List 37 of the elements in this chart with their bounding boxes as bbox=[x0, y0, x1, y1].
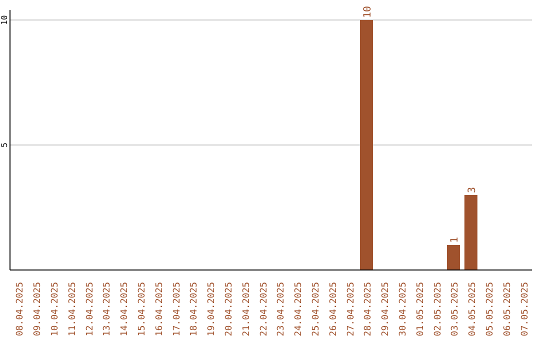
x-tick-label: 30.04.2025 bbox=[398, 282, 408, 336]
bar bbox=[464, 195, 478, 270]
x-tick-label: 24.04.2025 bbox=[294, 282, 304, 336]
x-tick-label: 09.04.2025 bbox=[33, 282, 44, 336]
data-label: 1 bbox=[450, 236, 460, 243]
x-tick-label: 28.04.2025 bbox=[364, 282, 374, 336]
x-tick-label: 04.05.2025 bbox=[468, 282, 478, 336]
x-tick-label: 23.04.2025 bbox=[276, 282, 287, 336]
x-tick-label: 22.04.2025 bbox=[259, 282, 270, 336]
y-tick-label: 5 bbox=[0, 142, 9, 148]
x-tick-label: 12.04.2025 bbox=[85, 282, 96, 336]
x-tick-label: 20.04.2025 bbox=[224, 282, 234, 336]
x-tick-label: 08.04.2025 bbox=[16, 282, 26, 336]
x-tick-label: 05.05.2025 bbox=[486, 282, 496, 336]
x-tick-label: 19.04.2025 bbox=[207, 282, 218, 336]
x-tick-label: 18.04.2025 bbox=[190, 282, 200, 336]
data-label: 3 bbox=[466, 186, 478, 193]
x-tick-label: 25.04.2025 bbox=[312, 282, 322, 336]
bar bbox=[447, 245, 460, 270]
x-tick-label: 14.04.2025 bbox=[120, 282, 130, 336]
x-tick-label: 02.05.2025 bbox=[433, 282, 444, 336]
bar bbox=[360, 20, 373, 270]
x-tick-label: 07.05.2025 bbox=[520, 282, 530, 336]
x-tick-label: 17.04.2025 bbox=[172, 282, 182, 336]
x-tick-label: 13.04.2025 bbox=[102, 282, 113, 336]
x-tick-label: 11.04.2025 bbox=[68, 282, 78, 336]
x-tick-label: 26.04.2025 bbox=[328, 282, 339, 336]
x-tick-label: 29.04.2025 bbox=[381, 282, 392, 336]
x-tick-label: 03.05.2025 bbox=[450, 282, 461, 336]
x-tick-label: 16.04.2025 bbox=[154, 282, 165, 336]
x-tick-label: 27.04.2025 bbox=[346, 282, 356, 336]
x-tick-label: 21.04.2025 bbox=[242, 282, 252, 336]
x-tick-label: 10.04.2025 bbox=[50, 282, 60, 336]
x-tick-label: 01.05.2025 bbox=[416, 282, 426, 336]
x-tick-label: 06.05.2025 bbox=[502, 282, 513, 336]
x-tick-label: 15.04.2025 bbox=[138, 282, 148, 336]
data-label: 10 bbox=[362, 6, 374, 18]
